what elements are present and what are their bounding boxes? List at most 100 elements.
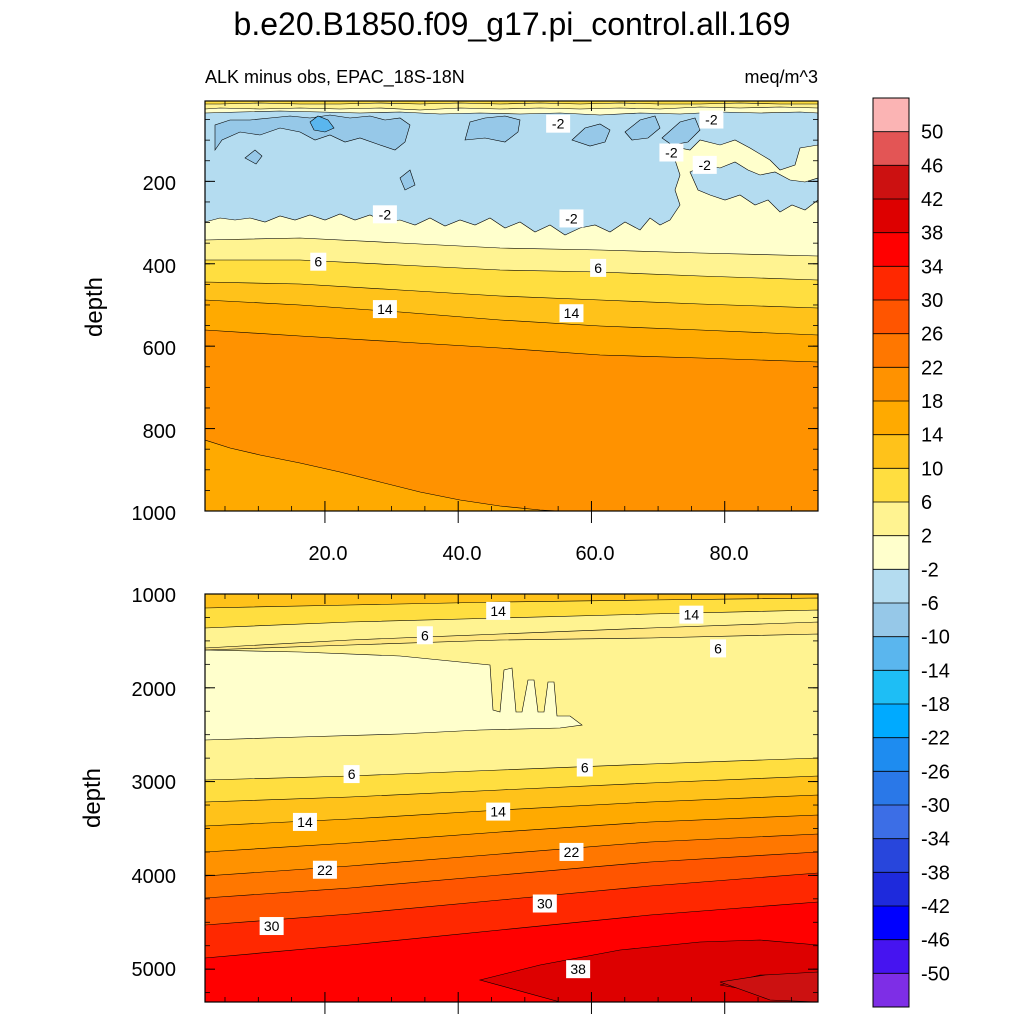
upper-contour-labels: -2 -2 -2 -2 -2 -2 6 6 14 14	[310, 110, 724, 323]
contour-label-box	[312, 860, 337, 879]
colorbar-swatch	[873, 300, 909, 335]
upper-xtick-label: 80.0	[710, 543, 749, 565]
fill-level-minus2-2	[205, 649, 583, 741]
fill-level-minus6-minus2	[205, 110, 818, 236]
contour-label: 6	[421, 627, 429, 643]
colorbar-label: 2	[921, 526, 932, 548]
lower-ytick-label: 1000	[132, 585, 177, 607]
contour-label: 14	[490, 603, 506, 619]
colorbar-swatch	[873, 704, 909, 739]
contour-label-box	[559, 842, 584, 861]
colorbar-label: 10	[921, 458, 943, 480]
fill-level-42-46	[719, 971, 818, 1002]
colorbar-swatch	[873, 973, 909, 1008]
lower-axis-ticks	[205, 593, 818, 1014]
colorbar-label: -18	[921, 694, 950, 716]
colorbar-label: -42	[921, 896, 950, 918]
upper-axis-ticks	[205, 101, 818, 523]
colorbar-label: 34	[921, 256, 943, 278]
contour-label-box	[372, 300, 397, 319]
colorbar-swatch	[873, 737, 909, 772]
contour-label-box	[310, 252, 327, 271]
contour-label: 14	[490, 804, 506, 820]
contour-label-box	[372, 205, 397, 224]
colorbar-label: -50	[921, 963, 950, 985]
figure-title: b.e20.B1850.f09_g17.pi_control.all.169	[234, 6, 791, 42]
colorbar-swatch	[873, 468, 909, 503]
fill-patch-small2	[399, 169, 416, 191]
fill-level-18-22	[205, 329, 818, 511]
contour-label: -2	[565, 210, 578, 226]
contour-label: -2	[705, 112, 718, 128]
contour-label-box	[343, 765, 360, 784]
lower-contour-labels: 14 14 6 6 6 6 14 14 22 22 30 30 38	[259, 601, 727, 979]
colorbar-swatch	[873, 367, 909, 402]
contour-label-box	[576, 758, 593, 777]
contour-label: 14	[297, 814, 313, 830]
colorbar-swatch	[873, 569, 909, 604]
colorbar-swatch	[873, 906, 909, 941]
contour-label: 30	[537, 896, 553, 912]
contour-label: -2	[699, 157, 712, 173]
colorbar-label: 26	[921, 324, 943, 346]
fill-level-14-18-deep	[205, 439, 561, 511]
colorbar-swatch	[873, 872, 909, 907]
contour-label-box	[546, 114, 571, 133]
fill-patch-mid	[464, 115, 521, 143]
colorbar-label: -2	[921, 559, 939, 581]
lower-ytick-label: 4000	[132, 866, 177, 888]
left-subtitle: ALK minus obs, EPAC_18S-18N	[205, 67, 465, 88]
colorbar-swatch	[873, 401, 909, 436]
contour-label-box	[486, 601, 511, 620]
fill-level-minus10-minus6	[214, 114, 411, 151]
contour-label-box	[710, 639, 727, 658]
colorbar-swatch	[873, 603, 909, 638]
contour-label-box	[259, 917, 284, 936]
colorbar-label: 46	[921, 155, 943, 177]
lower-plot-frame	[204, 593, 819, 1003]
colorbar-swatch	[873, 266, 909, 301]
colorbar-label: 18	[921, 391, 943, 413]
lower-fill-layers	[205, 594, 818, 1002]
contour-label-box	[532, 894, 557, 913]
upper-ytick-label: 600	[143, 338, 176, 360]
contour-label-box	[559, 209, 584, 228]
colorbar-swatch	[873, 636, 909, 671]
colorbar-swatch	[873, 502, 909, 537]
colorbar-swatch	[873, 165, 909, 200]
colorbar-swatch	[873, 98, 909, 133]
upper-ytick-label: 1000	[132, 503, 177, 525]
colorbar-swatch	[873, 434, 909, 469]
colorbar-swatch	[873, 838, 909, 873]
contour-label-box	[292, 812, 317, 831]
fill-patch-small	[244, 149, 263, 165]
contour-label: -2	[379, 206, 392, 222]
contour-label: 14	[377, 301, 393, 317]
colorbar-label: 14	[921, 425, 943, 447]
contour-label: -2	[665, 145, 678, 161]
contour-label: 6	[594, 260, 602, 276]
colorbar-swatch	[873, 535, 909, 570]
colorbar-swatch	[873, 333, 909, 368]
upper-ytick-label: 800	[143, 421, 176, 443]
lower-ytick-label: 5000	[132, 959, 177, 981]
fill-level-minus14-minus10	[309, 115, 335, 133]
contour-label: 14	[564, 305, 580, 321]
upper-xtick-label: 60.0	[576, 543, 615, 565]
lower-ylabel: depth	[79, 768, 106, 828]
colorbar-swatch	[873, 939, 909, 974]
colorbar-label: 30	[921, 290, 943, 312]
colorbar-label: -6	[921, 593, 939, 615]
contour-label: 30	[264, 918, 280, 934]
upper-ytick-label: 400	[143, 256, 176, 278]
contour-label: 6	[714, 640, 722, 656]
contour-label: -2	[552, 116, 565, 132]
contour-label-box	[692, 155, 717, 174]
contour-label-box	[416, 626, 433, 645]
colorbar-label: -46	[921, 930, 950, 952]
colorbar-label: -34	[921, 829, 950, 851]
contour-label-box	[699, 110, 724, 129]
lower-ytick-label: 3000	[132, 772, 177, 794]
upper-plot-frame	[204, 100, 819, 512]
